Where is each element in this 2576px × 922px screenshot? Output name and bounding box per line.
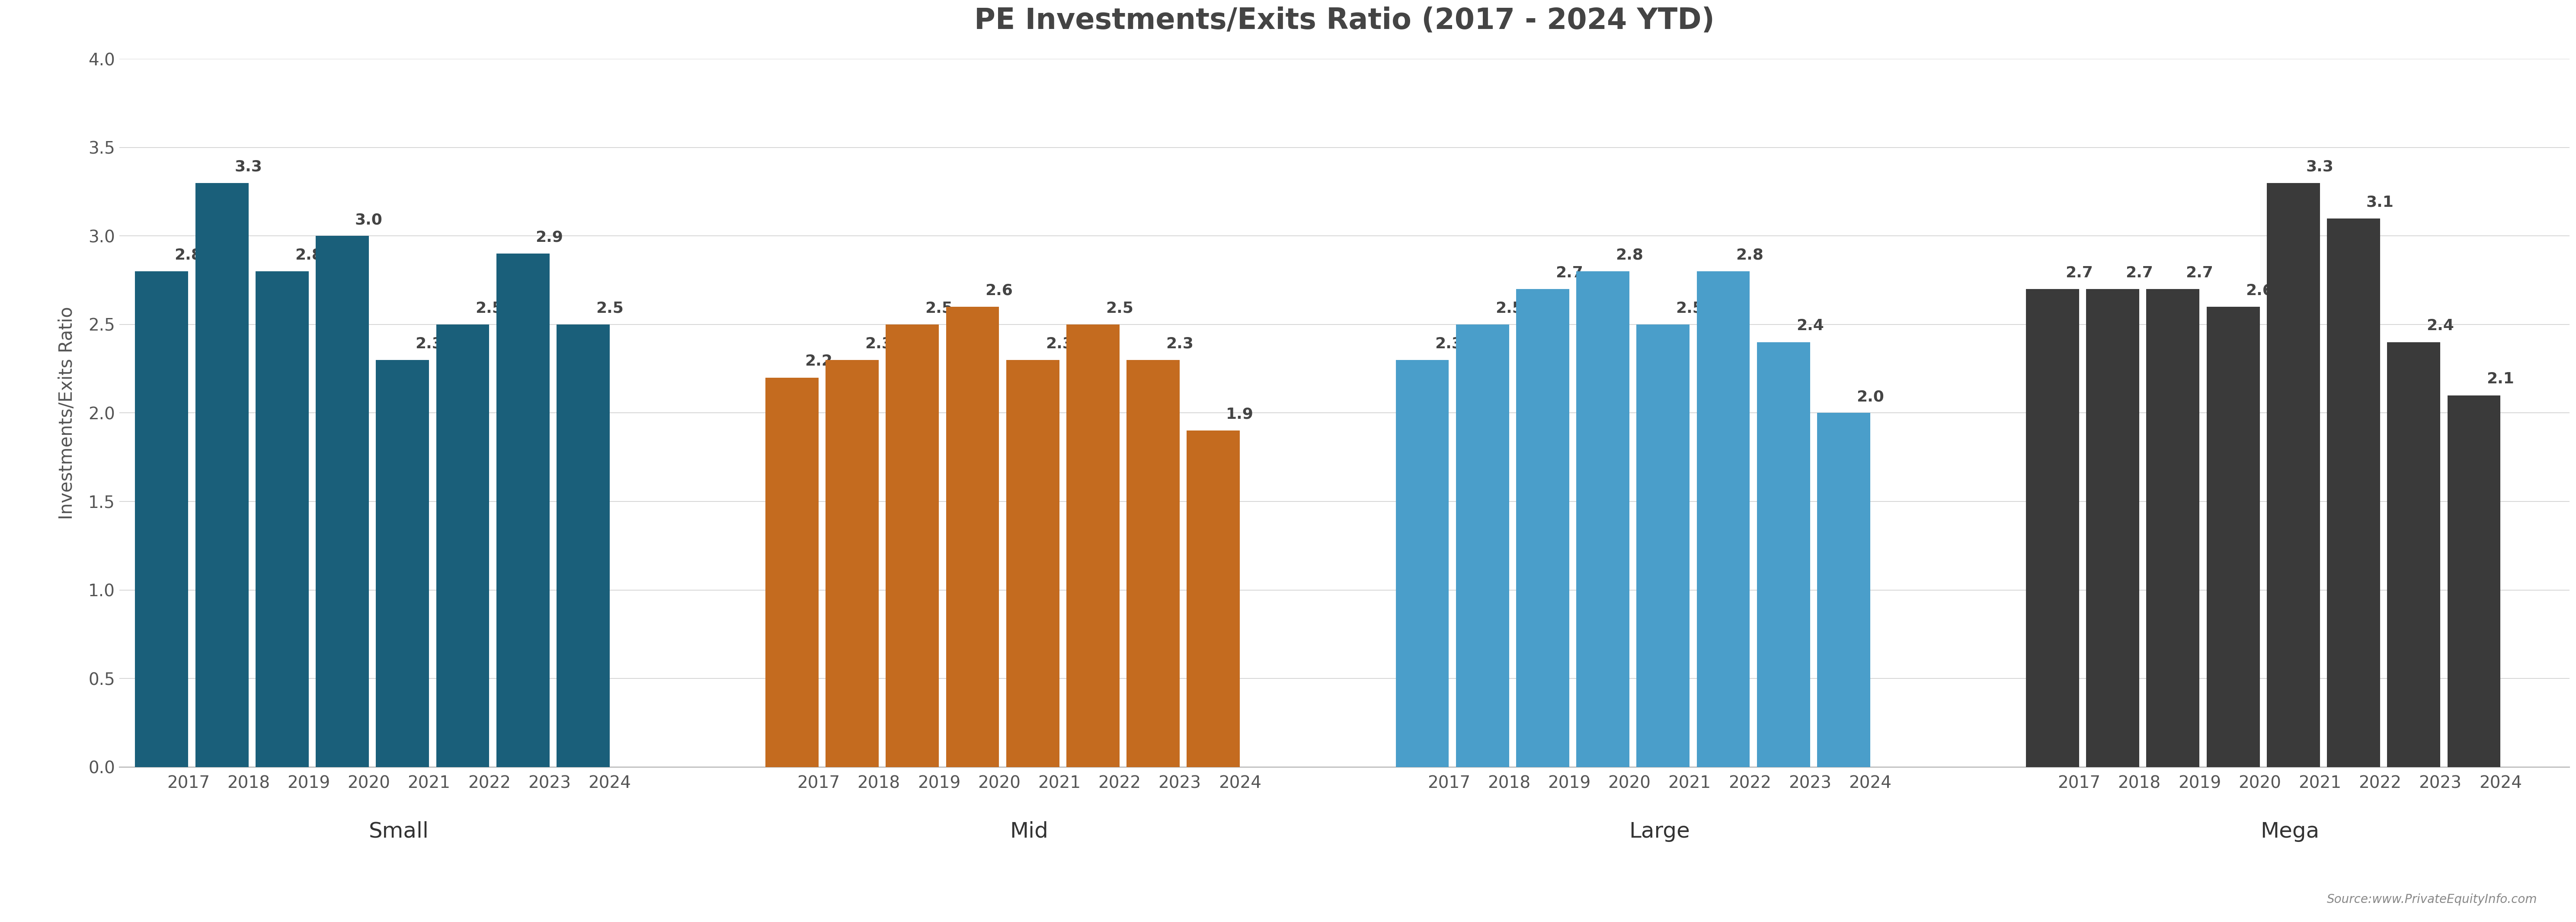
- Bar: [2326, 219, 2380, 767]
- Bar: [1816, 413, 1870, 767]
- Bar: [435, 325, 489, 767]
- Bar: [196, 183, 247, 767]
- Bar: [1396, 360, 1448, 767]
- Bar: [1126, 360, 1180, 767]
- Text: 2.5: 2.5: [1494, 301, 1522, 315]
- Bar: [886, 325, 938, 767]
- Bar: [317, 236, 368, 767]
- Text: 3.0: 3.0: [355, 212, 384, 227]
- Text: 2.4: 2.4: [1795, 319, 1824, 334]
- Bar: [2208, 307, 2259, 767]
- Text: 2.7: 2.7: [1556, 266, 1584, 280]
- Text: 1.9: 1.9: [1226, 408, 1255, 422]
- Text: Mega: Mega: [2259, 821, 2318, 842]
- Text: 2.2: 2.2: [804, 354, 832, 369]
- Text: 2.5: 2.5: [595, 301, 623, 315]
- Bar: [2025, 290, 2079, 767]
- Text: 2.7: 2.7: [2125, 266, 2154, 280]
- Text: 2.5: 2.5: [1677, 301, 1703, 315]
- Text: 2.5: 2.5: [925, 301, 953, 315]
- Bar: [2146, 290, 2200, 767]
- Text: 2.7: 2.7: [2184, 266, 2213, 280]
- Text: 2.8: 2.8: [1736, 248, 1765, 263]
- Bar: [765, 378, 819, 767]
- Text: 2.3: 2.3: [1167, 337, 1193, 351]
- Text: Source:www.PrivateEquityInfo.com: Source:www.PrivateEquityInfo.com: [2326, 893, 2537, 905]
- Bar: [2087, 290, 2138, 767]
- Bar: [497, 254, 549, 767]
- Text: 2.3: 2.3: [866, 337, 891, 351]
- Text: 2.3: 2.3: [415, 337, 443, 351]
- Text: 2.8: 2.8: [294, 248, 322, 263]
- Text: Small: Small: [368, 821, 430, 842]
- Text: 2.5: 2.5: [477, 301, 502, 315]
- Text: 2.3: 2.3: [1435, 337, 1463, 351]
- Text: 2.0: 2.0: [1857, 389, 1883, 404]
- Text: 2.1: 2.1: [2486, 372, 2514, 386]
- Bar: [2388, 342, 2439, 767]
- Title: PE Investments/Exits Ratio (2017 - 2024 YTD): PE Investments/Exits Ratio (2017 - 2024 …: [974, 6, 1716, 35]
- Bar: [1757, 342, 1811, 767]
- Bar: [1066, 325, 1121, 767]
- Bar: [1698, 271, 1749, 767]
- Text: 2.7: 2.7: [2066, 266, 2092, 280]
- Text: Mid: Mid: [1010, 821, 1048, 842]
- Text: 3.3: 3.3: [2306, 160, 2334, 174]
- Bar: [2267, 183, 2321, 767]
- Bar: [1517, 290, 1569, 767]
- Bar: [945, 307, 999, 767]
- Bar: [2447, 396, 2501, 767]
- Bar: [376, 360, 430, 767]
- Text: 2.3: 2.3: [1046, 337, 1074, 351]
- Text: 2.4: 2.4: [2427, 319, 2455, 334]
- Text: 3.1: 3.1: [2367, 195, 2393, 209]
- Text: 2.6: 2.6: [984, 283, 1012, 298]
- Bar: [1188, 431, 1239, 767]
- Text: 2.8: 2.8: [175, 248, 201, 263]
- Bar: [556, 325, 611, 767]
- Text: 3.3: 3.3: [234, 160, 263, 174]
- Bar: [1007, 360, 1059, 767]
- Text: 2.6: 2.6: [2246, 283, 2275, 298]
- Text: 2.8: 2.8: [1615, 248, 1643, 263]
- Bar: [1636, 325, 1690, 767]
- Bar: [827, 360, 878, 767]
- Bar: [1577, 271, 1631, 767]
- Text: 2.5: 2.5: [1105, 301, 1133, 315]
- Bar: [255, 271, 309, 767]
- Bar: [1455, 325, 1510, 767]
- Text: Large: Large: [1628, 821, 1690, 842]
- Bar: [134, 271, 188, 767]
- Y-axis label: Investments/Exits Ratio: Investments/Exits Ratio: [59, 306, 77, 519]
- Text: 2.9: 2.9: [536, 230, 564, 245]
